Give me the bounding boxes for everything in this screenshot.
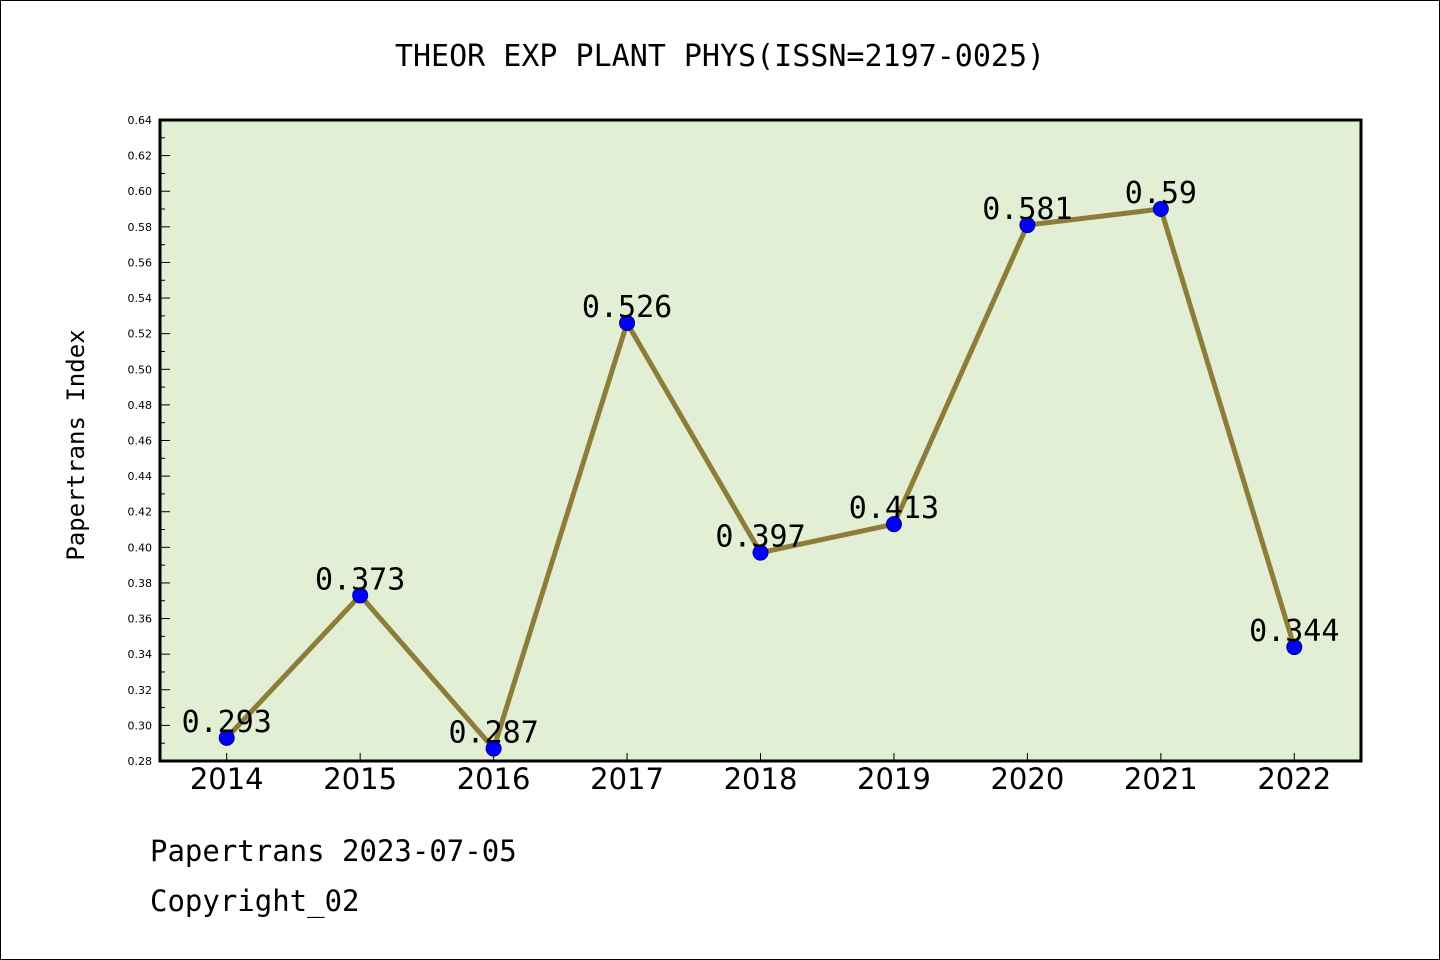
data-label: 0.526 (582, 290, 672, 325)
data-label: 0.287 (448, 716, 538, 751)
x-axis-ticks: 2014 2015 2016 2017 2018 2019 2020 2021 2022 (190, 753, 1331, 796)
data-label: 0.373 (315, 562, 405, 597)
data-point (1019, 217, 1036, 234)
y-tick-label: 0.54 (128, 292, 153, 305)
data-point (619, 314, 636, 331)
data-label: 0.413 (849, 491, 939, 526)
plot-area (160, 120, 1361, 761)
y-tick-label: 0.56 (128, 256, 153, 269)
y-tick-label: 0.32 (128, 684, 153, 697)
chart-title: THEOR EXP PLANT PHYS(ISSN=2197-0025) (395, 39, 1045, 74)
footer-copyright: Copyright_02 (150, 884, 360, 918)
plot-border (158, 118, 1363, 763)
y-axis-label: Papertrans Index (62, 329, 90, 560)
data-point (352, 587, 369, 604)
y-tick-label: 0.44 (128, 470, 153, 483)
data-label: 0.293 (182, 705, 272, 740)
x-tick-label: 2021 (1124, 762, 1198, 796)
x-tick-label: 2014 (190, 762, 264, 796)
y-tick-label: 0.58 (128, 221, 153, 234)
y-tick-label: 0.64 (128, 114, 153, 127)
data-label: 0.581 (982, 192, 1072, 227)
x-tick-label: 2016 (457, 762, 531, 796)
y-tick-label: 0.50 (128, 363, 153, 376)
data-point (752, 544, 769, 561)
y-tick-label: 0.42 (128, 506, 153, 519)
x-tick-label: 2018 (724, 762, 798, 796)
x-tick-label: 2017 (590, 762, 664, 796)
x-tick-label: 2015 (323, 762, 397, 796)
y-tick-label: 0.36 (128, 613, 153, 626)
data-point (1286, 639, 1303, 656)
data-label: 0.397 (715, 520, 805, 555)
data-markers (218, 201, 1303, 757)
data-point (485, 740, 502, 757)
y-tick-label: 0.60 (128, 185, 153, 198)
y-tick-label: 0.48 (128, 399, 153, 412)
x-tick-label: 2019 (857, 762, 931, 796)
x-tick-label: 2022 (1257, 762, 1331, 796)
y-tick-label: 0.34 (128, 648, 153, 661)
y-tick-label: 0.52 (128, 328, 153, 341)
data-labels: 0.293 0.373 0.287 0.526 0.397 0.413 0.581 0.59 0… (182, 176, 1340, 751)
data-label: 0.59 (1125, 176, 1197, 211)
x-tick-label: 2020 (990, 762, 1064, 796)
y-tick-label: 0.40 (128, 541, 153, 554)
data-point (218, 729, 235, 746)
y-axis-ticks: 0.28 0.30 0.32 0.34 0.36 0.38 0.40 0.42 0.44 0.46… (128, 114, 170, 768)
data-point (1152, 201, 1169, 218)
footer-source: Papertrans 2023-07-05 (150, 834, 517, 868)
y-tick-label: 0.38 (128, 577, 153, 590)
y-tick-label: 0.62 (128, 150, 153, 163)
y-tick-label: 0.28 (128, 755, 153, 768)
data-point (885, 516, 902, 533)
y-tick-label: 0.30 (128, 719, 153, 732)
data-label: 0.344 (1249, 614, 1339, 649)
y-tick-label: 0.46 (128, 435, 153, 448)
